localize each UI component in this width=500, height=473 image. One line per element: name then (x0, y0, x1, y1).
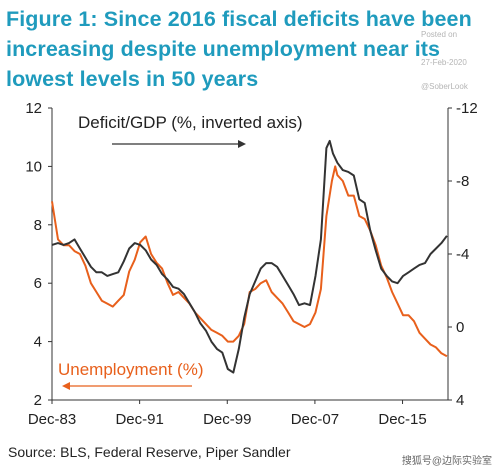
corner-watermark: 搜狐号@边际实验室 (401, 456, 492, 467)
source-note: Source: BLS, Federal Reserve, Piper Sand… (8, 444, 291, 460)
right-axis-ticks: -12 -8 -4 0 4 (448, 100, 478, 409)
deficit-arrow-head (238, 140, 246, 148)
right-tick-label: -12 (456, 100, 478, 117)
chart-title: Figure 1: Since 2016 fiscal deficits hav… (6, 7, 472, 91)
series-lines (51, 139, 448, 374)
left-tick-label: 4 (34, 334, 42, 351)
x-tick-label: Dec-99 (203, 411, 251, 428)
unemployment-line (51, 165, 448, 358)
left-axis-ticks: 12 10 8 6 4 2 (25, 100, 52, 409)
x-tick-label: Dec-83 (28, 411, 76, 428)
left-tick-label: 2 (34, 392, 42, 409)
watermark-handle: @SoberLook (421, 82, 468, 91)
left-tick-label: 8 (34, 217, 42, 234)
left-tick-label: 12 (25, 100, 42, 117)
watermark-date: 27-Feb-2020 (421, 58, 467, 67)
right-tick-label: 0 (456, 319, 464, 336)
x-tick-label: Dec-07 (291, 411, 339, 428)
right-tick-label: -8 (456, 173, 469, 190)
left-tick-label: 10 (25, 158, 42, 175)
x-axis-ticks: Dec-83 Dec-91 Dec-99 Dec-07 Dec-15 (28, 400, 427, 428)
plot-frame (51, 108, 449, 401)
x-tick-label: Dec-91 (115, 411, 163, 428)
annotations: Deficit/GDP (%, inverted axis) Unemployme… (58, 113, 303, 390)
deficit-gdp-line (51, 139, 448, 374)
right-tick-label: -4 (456, 246, 469, 263)
unemployment-arrow-head (62, 382, 70, 390)
unemployment-annotation-label: Unemployment (%) (58, 360, 204, 379)
watermark-posted-label: Posted on (421, 30, 458, 39)
left-tick-label: 6 (34, 275, 42, 292)
x-tick-label: Dec-15 (378, 411, 426, 428)
deficit-annotation-label: Deficit/GDP (%, inverted axis) (78, 113, 303, 132)
right-tick-label: 4 (456, 392, 464, 409)
